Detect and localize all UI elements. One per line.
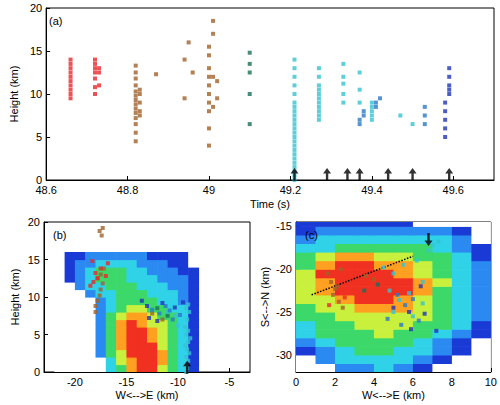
svg-text:5: 5 <box>36 131 42 143</box>
svg-text:-30: -30 <box>276 349 292 361</box>
svg-text:-5: -5 <box>225 376 235 388</box>
svg-text:-15: -15 <box>276 220 292 232</box>
svg-text:49.2: 49.2 <box>280 184 301 196</box>
svg-text:0: 0 <box>36 174 43 186</box>
svg-text:S<-->N (km): S<-->N (km) <box>259 267 271 328</box>
svg-text:10: 10 <box>28 291 40 303</box>
svg-text:10: 10 <box>485 376 497 388</box>
svg-text:20: 20 <box>30 2 42 14</box>
svg-text:15: 15 <box>28 254 40 266</box>
svg-text:0: 0 <box>34 366 40 378</box>
svg-text:-15: -15 <box>118 376 134 388</box>
svg-text:W<-->E (km): W<-->E (km) <box>116 389 179 401</box>
svg-text:10: 10 <box>30 88 42 100</box>
svg-text:Time (s): Time (s) <box>250 198 290 210</box>
svg-text:4: 4 <box>371 376 377 388</box>
svg-text:(c): (c) <box>305 229 318 241</box>
svg-text:49: 49 <box>203 184 215 196</box>
svg-text:8: 8 <box>449 376 455 388</box>
svg-text:Height (km): Height (km) <box>9 269 21 326</box>
svg-text:-10: -10 <box>170 376 186 388</box>
svg-text:5: 5 <box>34 329 40 341</box>
svg-text:-20: -20 <box>67 376 83 388</box>
svg-text:(b): (b) <box>53 229 66 241</box>
svg-text:48.6: 48.6 <box>35 184 56 196</box>
svg-text:49.6: 49.6 <box>443 184 464 196</box>
svg-text:20: 20 <box>28 216 40 228</box>
svg-text:Height (km): Height (km) <box>8 66 20 123</box>
svg-text:-25: -25 <box>276 306 292 318</box>
svg-text:(a): (a) <box>49 15 62 27</box>
svg-text:6: 6 <box>410 376 416 388</box>
svg-text:2: 2 <box>332 376 338 388</box>
svg-text:48.8: 48.8 <box>117 184 138 196</box>
svg-text:15: 15 <box>30 45 42 57</box>
svg-text:49.4: 49.4 <box>361 184 382 196</box>
svg-text:-20: -20 <box>276 263 292 275</box>
svg-text:W<-->E (km): W<-->E (km) <box>362 389 425 401</box>
svg-text:0: 0 <box>293 376 299 388</box>
